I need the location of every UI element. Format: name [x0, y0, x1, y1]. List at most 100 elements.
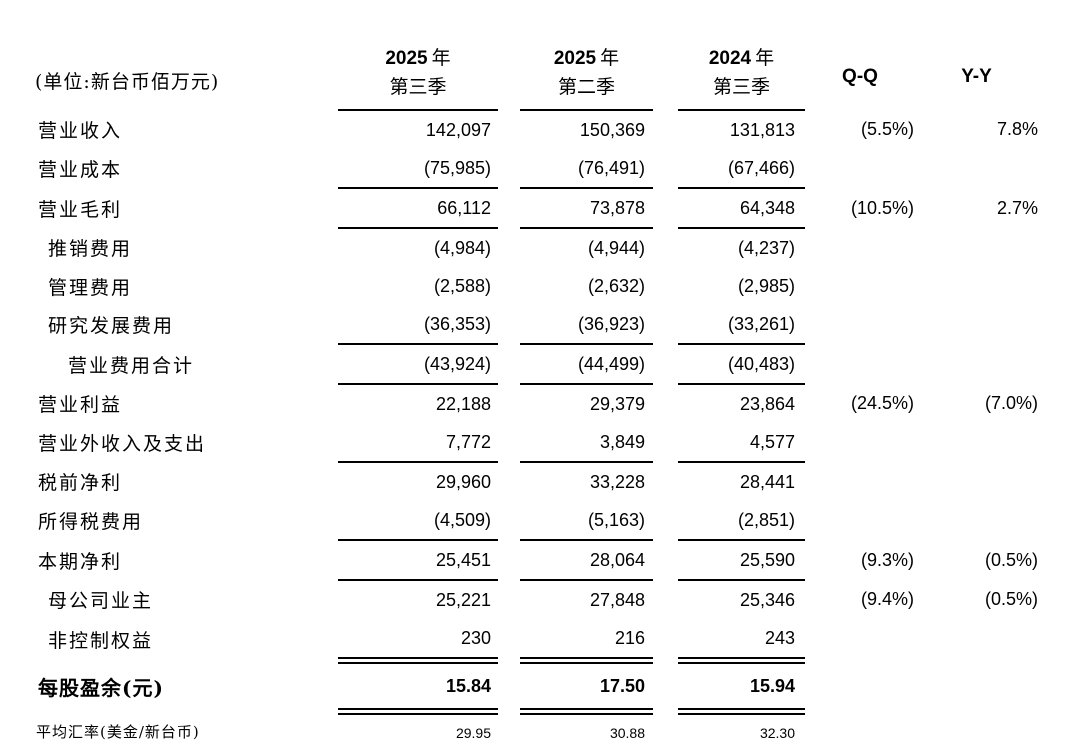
yy-value: [915, 344, 1038, 384]
column-gap: [498, 423, 520, 462]
yy-value: [915, 267, 1038, 305]
value-q3-2024: (2,985): [737, 275, 795, 296]
qq-value: (9.4%): [860, 589, 914, 609]
row-label: 营业毛利: [38, 198, 123, 221]
value-q2-2025: (36,923): [520, 305, 653, 345]
row-label: 营业收入: [38, 120, 123, 142]
qq-value: (24.5%): [850, 393, 914, 413]
year-2025: 2025: [385, 48, 428, 69]
yy-value: [915, 712, 1038, 746]
year-era: 年: [600, 47, 620, 69]
qq-value: [805, 462, 915, 501]
value-q3-2025: 66,112: [338, 188, 498, 229]
value-q2-2025: 17.50: [520, 660, 653, 715]
column-gap: [653, 423, 678, 462]
column-gap: [653, 344, 678, 384]
value-q2-2025: 216: [520, 619, 653, 664]
value-q3-2024: 32.30: [759, 725, 795, 741]
value-q2-2025: 27,848: [589, 589, 645, 610]
value-q3-2025: (43,924): [338, 344, 498, 385]
column-gap: [498, 149, 520, 188]
year-2024: 2024: [708, 48, 752, 69]
year-era: 年: [755, 47, 775, 69]
table-row-selling-expense: 推销费用 (4,984) (4,944) (4,237): [0, 228, 1038, 267]
qq-value: [805, 305, 915, 344]
table-row-income-tax: 所得税费用 (4,509) (5,163) (2,851): [0, 501, 1038, 541]
qq-value: [805, 344, 915, 384]
value-q2-2025: 3,849: [520, 423, 653, 463]
column-gap: [498, 188, 520, 228]
value-q3-2024: (2,851): [678, 501, 805, 541]
column-gap: [653, 110, 678, 149]
table-row-net-income: 本期净利 25,451 28,064 25,590 (9.3%) (0.5%): [0, 540, 1038, 581]
row-label: 本期净利: [38, 550, 123, 573]
col-header-2025-q3: 2025 年 第三季: [338, 0, 498, 111]
column-gap: [498, 619, 520, 661]
value-q3-2025: 25,221: [435, 589, 491, 610]
value-q3-2025: 22,188: [435, 393, 491, 414]
value-q2-2025: 29,379: [589, 393, 645, 414]
row-label: 营业成本: [38, 159, 123, 181]
value-q3-2025: 7,772: [338, 423, 498, 463]
yy-value: 2.7%: [996, 197, 1038, 218]
column-gap: [653, 384, 678, 423]
table-row-cost: 营业成本 (75,985) (76,491) (67,466): [0, 149, 1038, 189]
column-gap: [653, 305, 678, 344]
yy-value: [915, 228, 1038, 267]
column-gap: [498, 501, 520, 540]
year-2025: 2025: [553, 48, 597, 69]
row-label: 非控制权益: [48, 630, 154, 653]
table-row-parent-owners: 母公司业主 25,221 27,848 25,346 (9.4%) (0.5%): [0, 580, 1038, 619]
table-row-rd-expense: 研究发展费用 (36,353) (36,923) (33,261): [0, 305, 1038, 345]
row-label: 平均汇率(美金/新台币): [36, 722, 200, 741]
qq-value: [805, 149, 915, 188]
yy-value: [915, 661, 1038, 712]
column-gap: [498, 110, 520, 149]
column-gap: [498, 712, 520, 746]
row-label: 管理费用: [48, 276, 133, 299]
column-gap: [653, 619, 678, 661]
yy-value: [915, 462, 1038, 501]
quarter-label: 第三季: [389, 76, 447, 98]
value-q2-2025: 30.88: [609, 725, 645, 741]
value-q3-2025: 230: [338, 619, 498, 664]
value-q3-2025: 29.95: [455, 725, 491, 741]
column-gap: [498, 305, 520, 344]
header-row: (单位:新台币佰万元) 2025 年 第三季 2025 年 第二季 2024 年 第三…: [0, 0, 1038, 111]
qq-value: (5.5%): [860, 119, 914, 139]
yy-value: [915, 149, 1038, 188]
qq-value: [805, 661, 915, 712]
yy-value: (7.0%): [984, 393, 1038, 413]
yy-value: [915, 619, 1038, 661]
table-row-noncontrolling-interest: 非控制权益 230 216 243: [0, 619, 1038, 664]
value-q3-2024: 64,348: [678, 188, 805, 229]
income-statement-table: (单位:新台币佰万元) 2025 年 第三季 2025 年 第二季 2024 年 第三…: [0, 0, 1038, 746]
column-gap: [498, 267, 520, 305]
value-q3-2025: (2,588): [433, 275, 491, 296]
col-header-2024-q3: 2024 年 第三季: [678, 0, 805, 111]
qq-value: [805, 423, 915, 462]
table-row-eps: 每股盈余(元) 15.84 17.50 15.94: [0, 660, 1038, 715]
column-gap: [653, 580, 678, 619]
table-row-total-opex: 营业费用合计 (43,924) (44,499) (40,483): [0, 344, 1038, 385]
value-q3-2024: 243: [678, 619, 805, 664]
row-label: 所得税费用: [38, 511, 144, 533]
value-q3-2024: (67,466): [678, 149, 805, 189]
value-q2-2025: 73,878: [520, 188, 653, 229]
row-label: 母公司业主: [48, 590, 154, 612]
row-label: 税前净利: [38, 472, 123, 494]
table-row-non-operating: 营业外收入及支出 7,772 3,849 4,577: [0, 423, 1038, 463]
yy-value: 7.8%: [996, 119, 1038, 139]
row-label: 营业利益: [38, 394, 123, 416]
value-q2-2025: (5,163): [520, 501, 653, 541]
column-gap: [653, 228, 678, 267]
value-q2-2025: 28,064: [520, 540, 653, 581]
column-gap: [653, 0, 678, 110]
row-label: 推销费用: [48, 238, 133, 260]
qq-value: [805, 501, 915, 540]
yy-value: [915, 305, 1038, 344]
value-q3-2025: 29,960: [435, 471, 491, 492]
qq-value: (10.5%): [850, 197, 914, 218]
column-gap: [498, 344, 520, 384]
column-gap: [498, 540, 520, 580]
